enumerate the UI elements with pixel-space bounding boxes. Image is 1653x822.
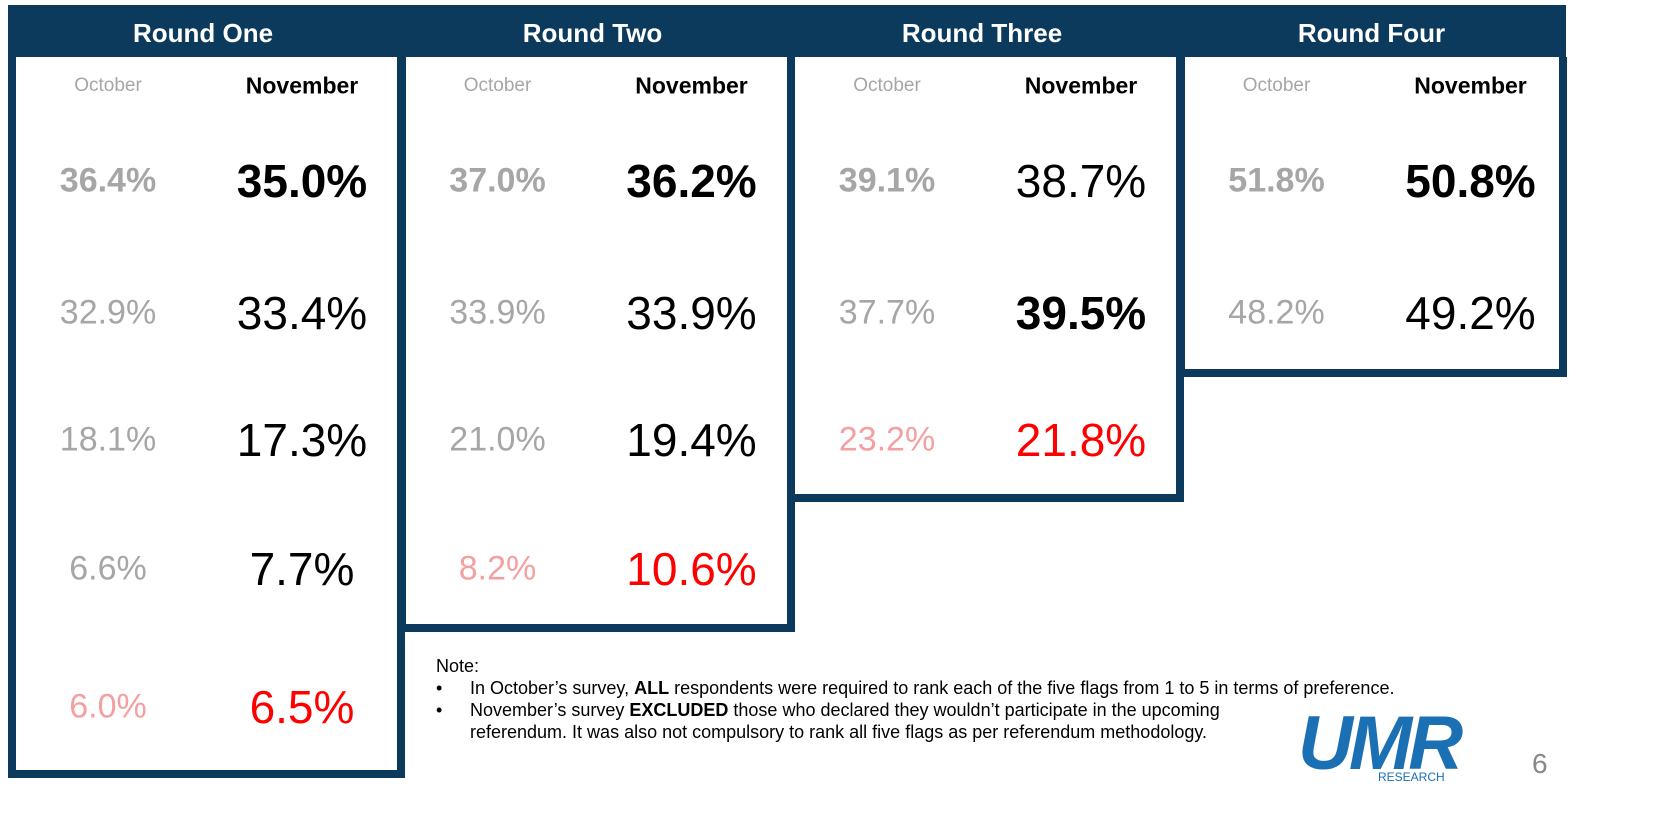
- column-header: November: [635, 72, 748, 99]
- value-cell: 21.8%: [1015, 414, 1147, 466]
- note-bullet: November’s survey EXCLUDED those who dec…: [436, 699, 1230, 743]
- value-cell: 50.8%: [1405, 155, 1536, 207]
- value-cell: 35.0%: [236, 155, 368, 207]
- value-cell: 6.0%: [69, 687, 147, 726]
- value-cell: 23.2%: [838, 420, 936, 459]
- value-cell: 21.0%: [449, 420, 546, 459]
- value-cell: 7.7%: [249, 543, 355, 595]
- value-cell: 39.5%: [1015, 287, 1147, 339]
- value-cell: 33.9%: [626, 287, 757, 339]
- column-header: November: [245, 72, 359, 99]
- column-header: October: [463, 75, 532, 96]
- column-header: October: [74, 75, 142, 96]
- round-title: Round Three: [901, 18, 1063, 48]
- value-cell: 39.1%: [838, 161, 936, 200]
- value-cell: 17.3%: [236, 414, 368, 466]
- round-box: [8, 57, 405, 778]
- value-cell: 10.6%: [626, 543, 757, 595]
- round-box: [1176, 57, 1567, 377]
- column-header: November: [1414, 72, 1527, 99]
- value-cell: 32.9%: [59, 293, 157, 332]
- value-cell: 33.9%: [449, 293, 546, 332]
- value-cell: 37.7%: [838, 293, 936, 332]
- logo: UMR: [1298, 701, 1463, 786]
- column-header: October: [1242, 75, 1311, 96]
- value-cell: 36.2%: [626, 155, 757, 207]
- value-cell: 51.8%: [1228, 161, 1325, 200]
- round-title: Round One: [132, 18, 274, 48]
- header-bar: [8, 5, 1566, 57]
- value-cell: 6.5%: [249, 681, 355, 733]
- value-cell: 19.4%: [626, 414, 757, 466]
- note-text: ALL: [634, 678, 670, 698]
- round-title: Round Four: [1297, 18, 1446, 48]
- page-number: 6: [1532, 748, 1548, 779]
- note: Note: In October’s survey, ALL responden…: [436, 655, 1550, 743]
- note-text: respondents were required to rank each o…: [669, 678, 1395, 698]
- value-cell: 49.2%: [1405, 287, 1536, 339]
- round-title: Round Two: [522, 18, 663, 48]
- value-cell: 37.0%: [449, 161, 546, 200]
- value-cell: 38.7%: [1015, 155, 1147, 207]
- round-box: [397, 57, 795, 632]
- value-cell: 6.6%: [69, 549, 147, 588]
- logo-sub: RESEARCH: [1378, 770, 1445, 784]
- note-text: those who declared they wouldn’t partici…: [470, 700, 1220, 742]
- note-label: Note:: [436, 656, 480, 676]
- value-cell: 33.4%: [236, 287, 368, 339]
- value-cell: 36.4%: [59, 161, 157, 200]
- note-text: In October’s survey,: [470, 678, 635, 698]
- value-cell: 18.1%: [59, 420, 157, 459]
- value-cell: 48.2%: [1228, 293, 1325, 332]
- value-cell: 8.2%: [458, 549, 537, 588]
- column-header: November: [1024, 72, 1138, 99]
- column-header: October: [853, 75, 921, 96]
- note-bullet: In October’s survey, ALL respondents wer…: [436, 677, 1550, 699]
- note-text: November’s survey: [470, 700, 630, 720]
- note-text: EXCLUDED: [629, 700, 729, 720]
